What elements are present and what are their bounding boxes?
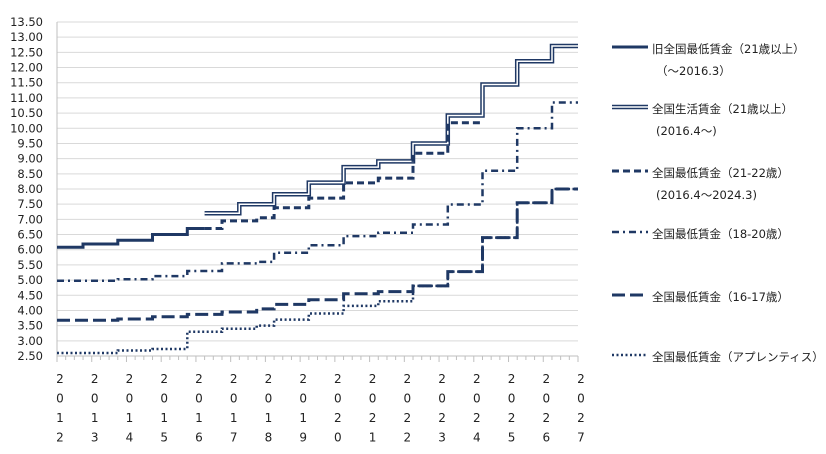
legend-label: 旧全国最低賃金（21歳以上）	[652, 42, 805, 56]
gridlines	[56, 21, 578, 357]
y-tick-label: 5.50	[17, 258, 43, 272]
legend: 旧全国最低賃金（21歳以上） （～2016.3） 全国生活賃金（21歳以上） (…	[610, 0, 826, 454]
series-line-2-inner	[204, 45, 578, 215]
y-tick-label: 8.50	[17, 167, 43, 181]
series-line-3	[204, 121, 483, 230]
y-tick-label: 6.50	[17, 228, 43, 242]
y-tick-label: 4.00	[17, 303, 43, 317]
y-tick-label: 10.50	[10, 106, 43, 120]
y-tick-label: 3.00	[17, 334, 43, 348]
y-tick-label: 12.00	[10, 61, 43, 75]
x-axis-ticks	[56, 356, 579, 362]
series-line-1	[57, 227, 205, 249]
series-line-2	[204, 43, 578, 216]
y-tick-label: 9.00	[17, 152, 43, 166]
y-tick-label: 2.50	[17, 349, 43, 363]
legend-label: 全国最低賃金（アプレンティス）	[652, 350, 824, 364]
legend-swatch-double	[612, 104, 648, 110]
y-tick-label: 4.50	[17, 288, 43, 302]
y-tick-label: 10.00	[10, 121, 43, 135]
y-tick-label: 6.00	[17, 243, 43, 257]
y-tick-label: 13.00	[10, 30, 43, 44]
y-tick-label: 11.00	[10, 91, 43, 105]
legend-swatch-solid	[612, 45, 648, 49]
legend-label-sub: (2016.4～)	[656, 124, 717, 138]
y-tick-label: 9.50	[17, 136, 43, 150]
y-tick-label: 8.00	[17, 182, 43, 196]
series-line-4	[57, 101, 578, 282]
legend-label: 全国最低賃金（21-22歳）	[652, 166, 789, 180]
y-tick-label: 3.50	[17, 319, 43, 333]
series-line-6	[57, 187, 578, 355]
y-axis-tick-labels: 2.503.003.50 4.004.505.005.506.006.50 7.00…	[10, 15, 43, 363]
legend-label-sub: (2016.4～2024.3)	[656, 188, 757, 202]
y-tick-label: 5.00	[17, 273, 43, 287]
y-tick-label: 7.50	[17, 197, 43, 211]
legend-label: 全国生活賃金（21歳以上）	[652, 102, 794, 116]
legend-swatch-dashed	[612, 169, 648, 173]
legend-swatch-dotted	[612, 353, 648, 357]
y-tick-label: 13.50	[10, 15, 43, 29]
series-lines	[57, 43, 578, 355]
legend-label-sub: （～2016.3）	[656, 64, 731, 78]
y-tick-label: 7.00	[17, 212, 43, 226]
legend-swatch-longdash	[612, 293, 648, 297]
legend-label: 全国最低賃金（16-17歳）	[652, 290, 789, 304]
y-tick-label: 12.50	[10, 45, 43, 59]
series-line-5	[57, 187, 578, 322]
legend-label: 全国最低賃金（18-20歳）	[652, 227, 789, 241]
y-tick-label: 11.50	[10, 76, 43, 90]
x-axis-tick-labels: 2 0 1 2 2 0 1 3 2 0 1 4 2 0 1 5 2 0 1 6 2 0 1 7 2 0 1 8 2 0 1 9 2 0 2 0 2 0 2 1…	[56, 372, 585, 445]
legend-swatch-dashdot	[612, 230, 648, 234]
